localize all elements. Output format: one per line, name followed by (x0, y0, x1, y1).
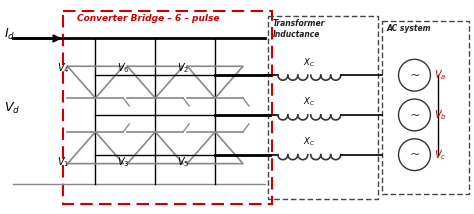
Text: $V_3$: $V_3$ (117, 155, 129, 169)
Text: $X_C$: $X_C$ (303, 135, 315, 148)
Text: $V_c$: $V_c$ (434, 148, 447, 162)
Text: $V_1$: $V_1$ (57, 155, 70, 169)
Text: $I_d$: $I_d$ (4, 27, 15, 42)
Text: $V_b$: $V_b$ (434, 108, 447, 122)
Text: ~: ~ (409, 108, 420, 122)
Text: Converter Bridge – 6 – pulse: Converter Bridge – 6 – pulse (77, 14, 220, 23)
Bar (382, 21, 469, 195)
Bar (63, 11, 272, 204)
Text: Transformer
Inductance: Transformer Inductance (273, 19, 325, 39)
Text: $V_4$: $V_4$ (57, 61, 70, 75)
Text: ~: ~ (409, 148, 420, 161)
Text: $V_d$: $V_d$ (4, 100, 20, 116)
Text: $X_C$: $X_C$ (303, 96, 315, 108)
Bar (268, 16, 378, 199)
Text: ~: ~ (409, 69, 420, 82)
Text: $V_5$: $V_5$ (177, 155, 190, 169)
Text: AC system: AC system (387, 24, 431, 33)
Text: $V_2$: $V_2$ (177, 61, 189, 75)
Text: $X_C$: $X_C$ (303, 56, 315, 68)
Text: $V_a$: $V_a$ (434, 68, 447, 82)
Text: $V_6$: $V_6$ (117, 61, 129, 75)
